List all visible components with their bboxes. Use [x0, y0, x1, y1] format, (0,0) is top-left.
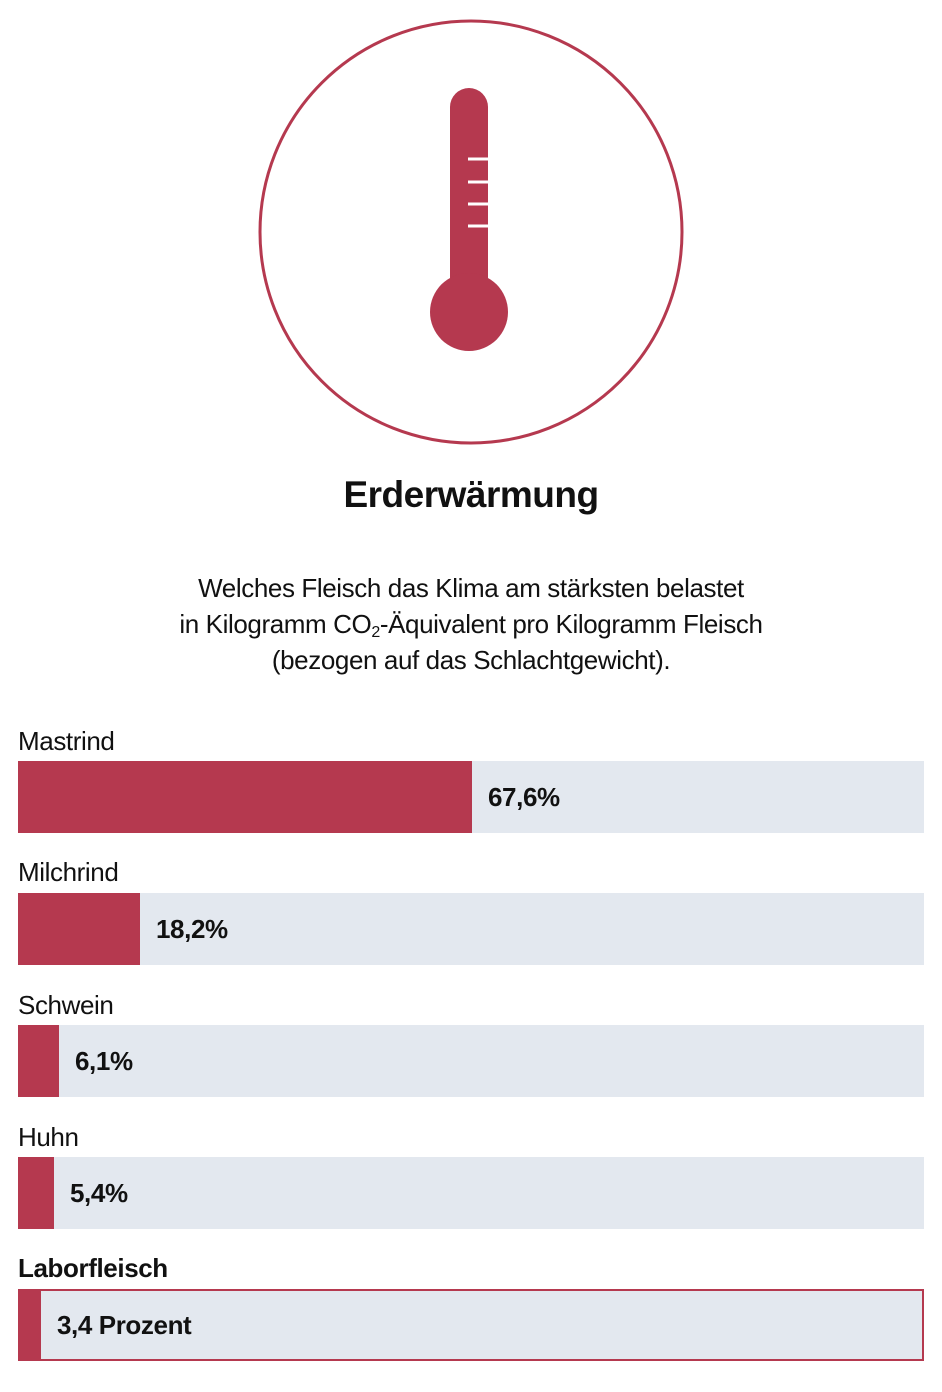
subtitle-line-2: in Kilogramm CO2-Äquivalent pro Kilogram…: [0, 606, 942, 642]
subtitle-line-1: Welches Fleisch das Klima am stärksten b…: [198, 573, 744, 603]
bar-mastrind: [18, 761, 472, 833]
bar-track-milchrind: 18,2%: [18, 893, 924, 965]
value-label-milchrind: 18,2%: [156, 913, 228, 944]
value-label-schwein: 6,1%: [75, 1045, 133, 1076]
value-label-huhn: 5,4%: [70, 1177, 128, 1208]
bar-milchrind: [18, 893, 140, 965]
category-label-milchrind: Milchrind: [18, 857, 119, 887]
subtitle-subscript: 2: [371, 624, 380, 641]
bar-huhn: [18, 1157, 54, 1229]
chart-subtitle: Welches Fleisch das Klima am stärksten b…: [0, 570, 942, 678]
icon-ring: [258, 19, 684, 445]
subtitle-line-2-end: -Äquivalent pro Kilogramm Fleisch: [379, 609, 763, 639]
bar-track-mastrind: 67,6%: [18, 761, 924, 833]
chart-title: Erderwärmung: [343, 474, 599, 515]
value-label-mastrind: 67,6%: [488, 781, 560, 812]
category-label-laborfleisch: Laborfleisch: [18, 1253, 168, 1283]
bar-track-laborfleisch: 3,4 Prozent: [18, 1289, 924, 1361]
thermometer-badge: [258, 18, 686, 446]
subtitle-line-2-start: in Kilogramm CO: [179, 609, 372, 639]
category-label-schwein: Schwein: [18, 990, 114, 1020]
category-label-huhn: Huhn: [18, 1122, 79, 1152]
thermometer-bulb: [430, 273, 508, 351]
bar-track-schwein: 6,1%: [18, 1025, 924, 1097]
bar-track-huhn: 5,4%: [18, 1157, 924, 1229]
value-label-laborfleisch: 3,4 Prozent: [57, 1309, 192, 1340]
subtitle-line-3: (bezogen auf das Schlachtgewicht).: [271, 645, 671, 675]
category-label-mastrind: Mastrind: [18, 726, 115, 756]
bar-schwein: [18, 1025, 59, 1097]
thermometer-icon: [258, 19, 684, 445]
bar-laborfleisch: [20, 1291, 41, 1359]
